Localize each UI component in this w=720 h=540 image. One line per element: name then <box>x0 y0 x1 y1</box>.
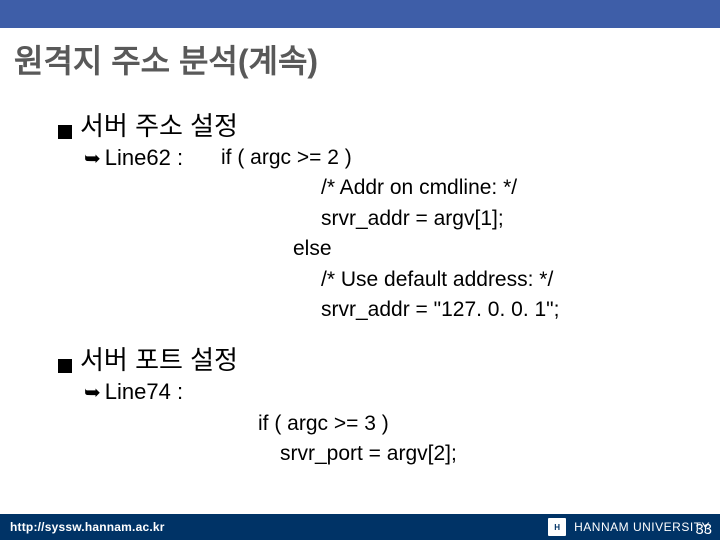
top-bar <box>0 0 720 28</box>
page-number: 33 <box>695 521 712 538</box>
arrow-bullet-icon: ➥ <box>84 380 101 405</box>
line-label: Line74 : <box>105 379 183 405</box>
slide-title: 원격지 주소 분석(계속) <box>0 28 720 82</box>
section-heading: 서버 주소 설정 <box>80 106 238 143</box>
footer-url: http://syssw.hannam.ac.kr <box>10 520 165 534</box>
section-server-port: 서버 포트 설정 ➥ Line74 : if ( argc >= 3 ) srv… <box>58 340 720 470</box>
section-server-address: 서버 주소 설정 ➥ Line62 : if ( argc >= 2 ) /* … <box>58 106 720 326</box>
university-logo-icon: H <box>548 518 566 536</box>
code-line: /* Addr on cmdline: */ <box>221 173 720 203</box>
footer-right: H HANNAM UNIVERSITY <box>548 518 710 536</box>
code-line: srvr_port = argv[2]; <box>258 439 720 469</box>
bullet-line: 서버 주소 설정 <box>58 106 720 143</box>
code-line: if ( argc >= 3 ) <box>258 409 720 439</box>
code-line: srvr_addr = "127. 0. 0. 1"; <box>221 295 720 325</box>
slide-content: 서버 주소 설정 ➥ Line62 : if ( argc >= 2 ) /* … <box>0 82 720 470</box>
arrow-bullet-icon: ➥ <box>84 146 101 171</box>
code-line: /* Use default address: */ <box>221 265 720 295</box>
code-line: else <box>221 234 720 264</box>
code-line: if ( argc >= 2 ) <box>221 143 720 173</box>
university-name: HANNAM UNIVERSITY <box>574 520 710 534</box>
square-bullet-icon <box>58 359 72 373</box>
bullet-line: 서버 포트 설정 <box>58 340 720 377</box>
section-heading: 서버 포트 설정 <box>80 340 238 377</box>
sub-line: ➥ Line74 : <box>58 379 720 405</box>
code-block-2: if ( argc >= 3 ) srvr_port = argv[2]; <box>58 409 720 470</box>
footer: http://syssw.hannam.ac.kr H HANNAM UNIVE… <box>0 514 720 540</box>
line-label: Line62 : <box>105 145 183 171</box>
square-bullet-icon <box>58 125 72 139</box>
code-line: srvr_addr = argv[1]; <box>221 204 720 234</box>
